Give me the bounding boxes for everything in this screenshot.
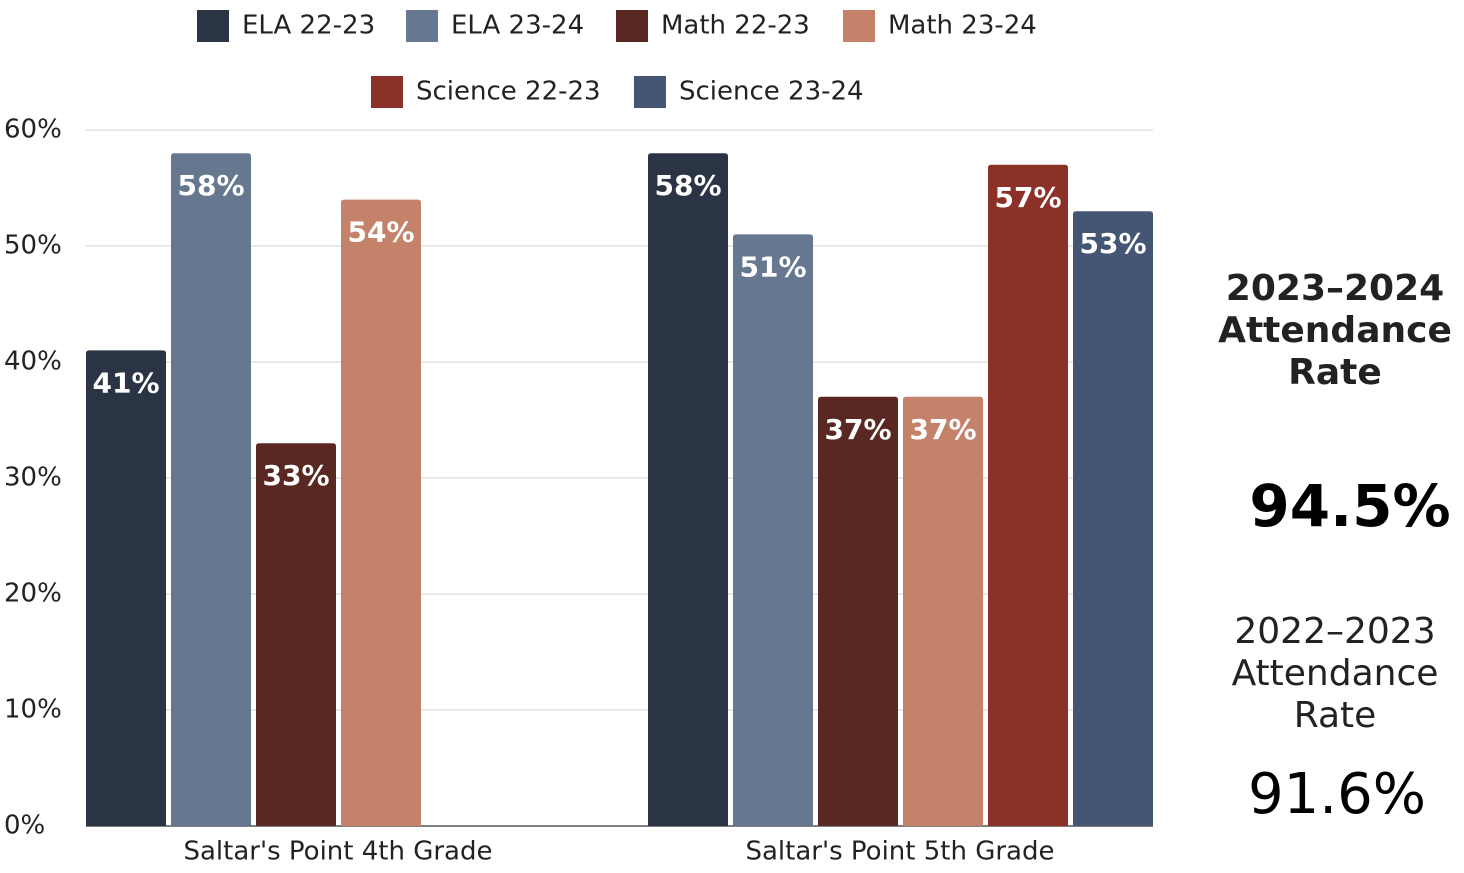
value-label: 41% — [92, 366, 159, 399]
bar — [1073, 211, 1153, 826]
value-label: 37% — [909, 413, 976, 446]
bar — [733, 234, 813, 826]
value-label: 33% — [262, 459, 329, 492]
bar — [903, 396, 983, 826]
value-label: 58% — [177, 169, 244, 202]
legend-swatch — [406, 10, 438, 42]
y-tick-label: 10% — [4, 695, 62, 725]
y-tick-label: 50% — [4, 231, 62, 261]
y-tick-label: 40% — [4, 347, 62, 377]
x-tick-label: Saltar's Point 5th Grade — [745, 837, 1054, 867]
legend-label: Math 23-24 — [888, 11, 1037, 41]
legend-swatch — [634, 76, 666, 108]
bar — [256, 443, 336, 826]
attendance-label: Attendance — [1218, 310, 1452, 351]
bar — [86, 350, 166, 826]
value-label: 53% — [1079, 227, 1146, 260]
legend-swatch — [843, 10, 875, 42]
value-label: 51% — [739, 250, 806, 283]
value-label: 57% — [994, 181, 1061, 214]
y-tick-label: 60% — [4, 115, 62, 145]
attendance-value: 91.6% — [1248, 762, 1426, 827]
bar — [818, 396, 898, 826]
attendance-value: 94.5% — [1249, 472, 1450, 540]
legend-swatch — [616, 10, 648, 42]
y-tick-label: 20% — [4, 579, 62, 609]
bar — [988, 164, 1068, 827]
legend-label: Science 22-23 — [416, 77, 601, 107]
attendance-label: Rate — [1288, 352, 1382, 393]
x-tick-label: Saltar's Point 4th Grade — [183, 837, 492, 867]
legend-swatch — [371, 76, 403, 108]
attendance-label: 2023–2024 — [1226, 268, 1444, 309]
legend-label: Math 22-23 — [661, 11, 810, 41]
legend-label: Science 23-24 — [679, 77, 864, 107]
bar — [171, 153, 251, 826]
value-label: 37% — [824, 413, 891, 446]
y-tick-label: 0% — [4, 811, 45, 841]
bar — [648, 153, 728, 826]
attendance-label: Rate — [1294, 695, 1377, 736]
legend-label: ELA 23-24 — [451, 11, 584, 41]
value-label: 58% — [654, 169, 721, 202]
value-label: 54% — [347, 216, 414, 249]
attendance-label: 2022–2023 — [1234, 611, 1435, 652]
y-tick-label: 30% — [4, 463, 62, 493]
bar — [341, 199, 421, 827]
legend-label: ELA 22-23 — [242, 11, 375, 41]
attendance-label: Attendance — [1232, 653, 1439, 694]
legend-swatch — [197, 10, 229, 42]
